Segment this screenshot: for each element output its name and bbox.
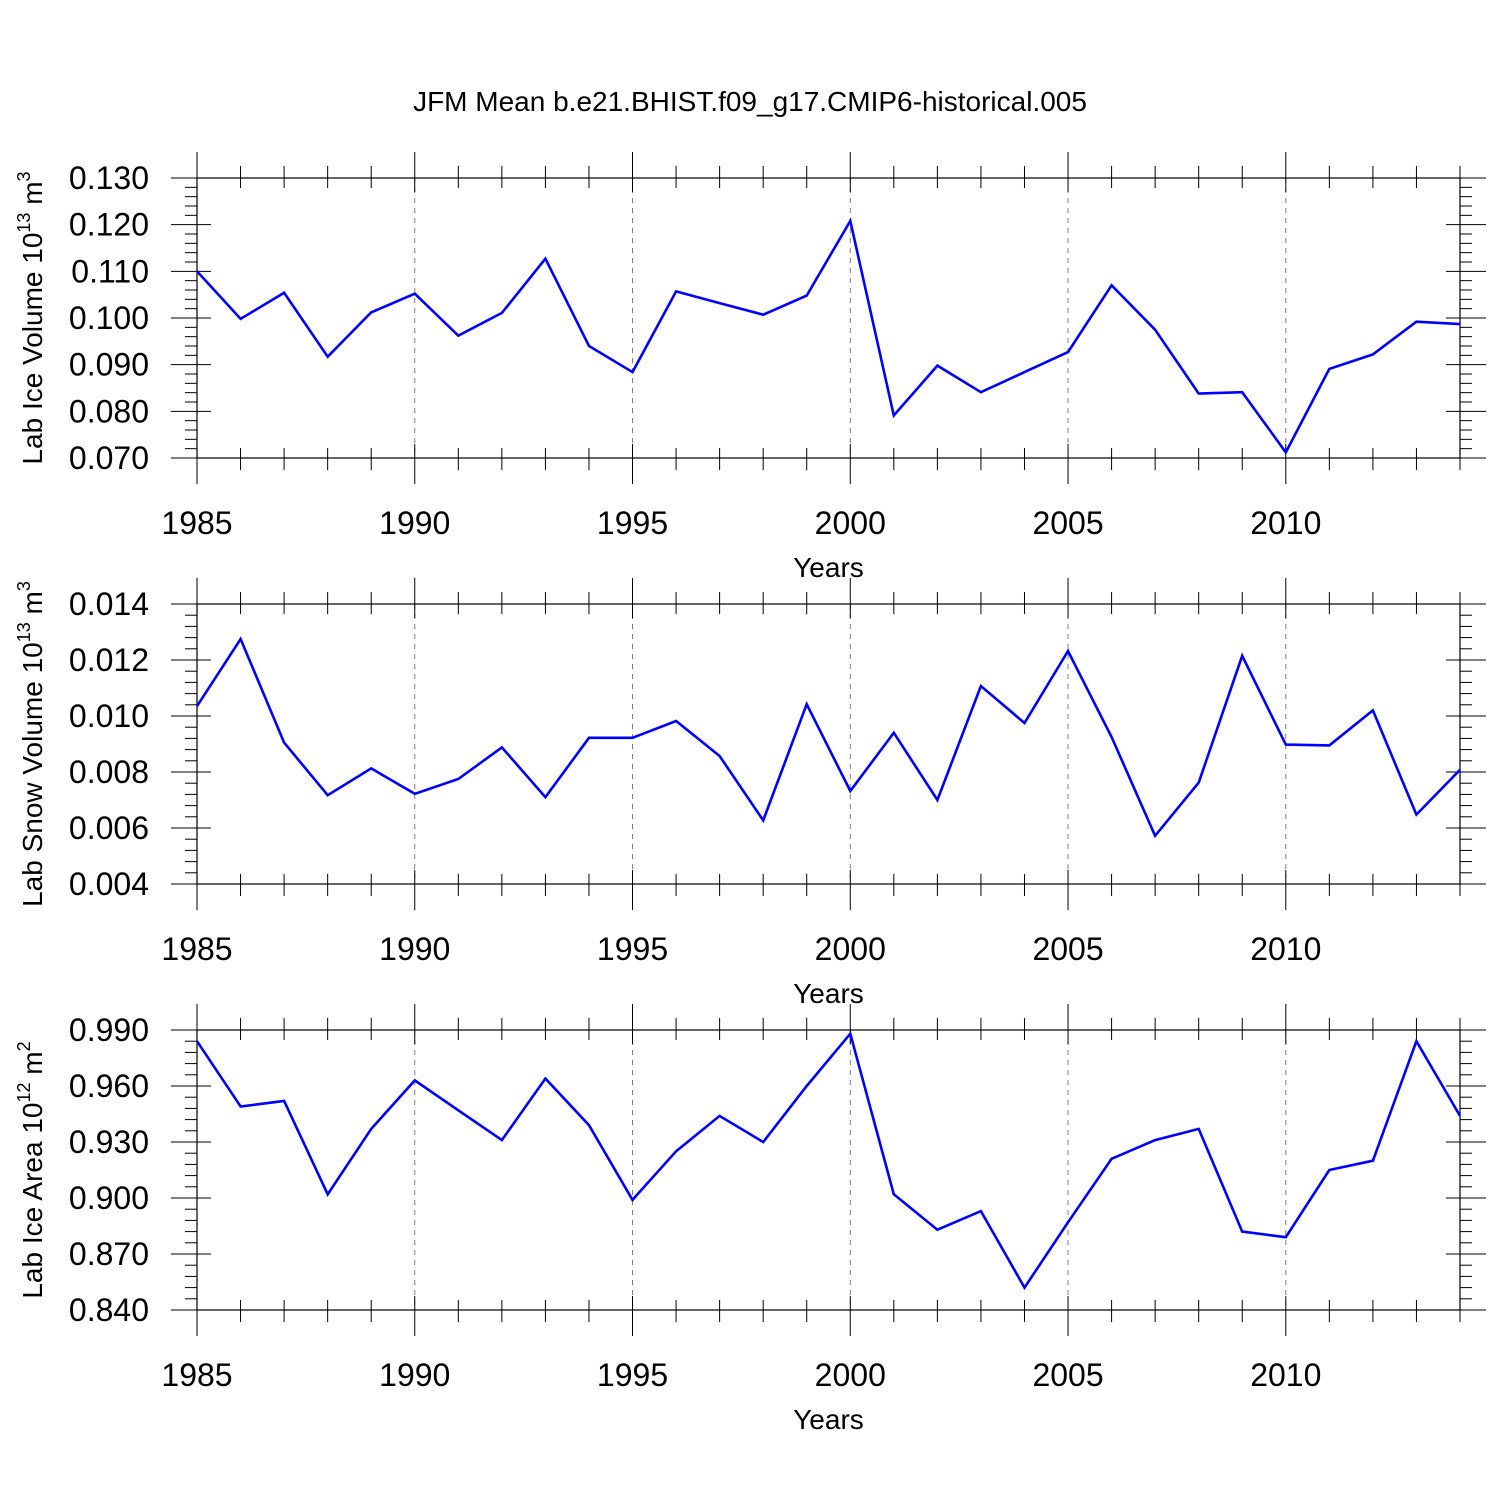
xtick-label-snow-volume: 2010 <box>1250 931 1321 967</box>
plot-frame-ice-volume <box>196 177 1461 459</box>
xtick-label-ice-area: 1995 <box>597 1357 668 1393</box>
ytick-label-ice-volume: 0.070 <box>69 440 149 476</box>
xtick-label-snow-volume: 1985 <box>161 931 232 967</box>
ytick-label-ice-volume: 0.090 <box>69 347 149 383</box>
ytick-label-ice-area: 0.990 <box>69 1012 149 1048</box>
ylabel-unit: m <box>17 591 48 622</box>
xtick-label-ice-area: 1985 <box>161 1357 232 1393</box>
xtick-label-ice-volume: 2005 <box>1032 505 1103 541</box>
ytick-label-snow-volume: 0.006 <box>69 810 149 846</box>
ytick-label-ice-area: 0.870 <box>69 1236 149 1272</box>
ylabel-unit: m <box>17 181 48 212</box>
ylabel-text: Lab Snow Volume 10 <box>17 642 48 907</box>
xtick-label-ice-volume: 1985 <box>161 505 232 541</box>
plot-frame-snow-volume <box>196 603 1461 885</box>
ylabel-exponent: 13 <box>14 622 34 642</box>
xtick-label-snow-volume: 2005 <box>1032 931 1103 967</box>
series-line-ice-volume <box>196 217 1461 455</box>
ytick-label-ice-area: 0.900 <box>69 1180 149 1216</box>
ytick-label-ice-volume: 0.110 <box>71 253 149 289</box>
ylabel-text: Lab Ice Area 10 <box>17 1103 48 1299</box>
ylabel-exponent: 13 <box>14 213 34 233</box>
ylabel-unit-exponent: 3 <box>14 581 34 591</box>
ytick-label-ice-volume: 0.130 <box>69 160 149 196</box>
panel-ice-area: 0.840 0.870 0.900 0.930 0.960 0.990 1985 1990 19… <box>14 1004 1486 1435</box>
xlabel-ice-area: Years <box>793 1404 864 1435</box>
ylabel-unit-exponent: 3 <box>14 171 34 181</box>
series-line-ice-area <box>195 1030 1462 1291</box>
ytick-label-ice-area: 0.960 <box>69 1068 149 1104</box>
ytick-label-ice-area: 0.840 <box>69 1292 149 1328</box>
xtick-label-ice-area: 2005 <box>1032 1357 1103 1393</box>
xtick-label-ice-area: 2000 <box>815 1357 886 1393</box>
panel-snow-volume: 0.004 0.006 0.008 0.010 0.012 0.014 1985 1990 19… <box>14 578 1486 1009</box>
ytick-label-snow-volume: 0.012 <box>69 642 149 678</box>
ylabel-ice-volume: Lab Ice Volume 1013 m3 <box>14 171 48 464</box>
ytick-label-ice-volume: 0.100 <box>69 300 149 336</box>
series-line-snow-volume <box>195 636 1461 839</box>
ytick-label-snow-volume: 0.010 <box>69 698 149 734</box>
xtick-label-ice-volume: 1990 <box>379 505 450 541</box>
ytick-label-snow-volume: 0.014 <box>69 586 149 622</box>
xlabel-snow-volume: Years <box>793 978 864 1009</box>
xtick-label-ice-volume: 2010 <box>1250 505 1321 541</box>
ytick-label-snow-volume: 0.004 <box>69 866 149 902</box>
xtick-label-snow-volume: 2000 <box>815 931 886 967</box>
xtick-label-ice-area: 2010 <box>1250 1357 1321 1393</box>
ylabel-text: Lab Ice Volume 10 <box>17 233 48 465</box>
xtick-label-ice-volume: 2000 <box>815 505 886 541</box>
xlabel-ice-volume: Years <box>793 552 864 583</box>
xtick-label-snow-volume: 1995 <box>597 931 668 967</box>
ytick-label-ice-volume: 0.120 <box>69 207 149 243</box>
figure-title: JFM Mean b.e21.BHIST.f09_g17.CMIP6-histo… <box>413 86 1087 117</box>
ytick-label-ice-volume: 0.080 <box>69 393 149 429</box>
plot-frame-ice-area <box>196 1029 1461 1311</box>
ylabel-ice-area: Lab Ice Area 1012 m2 <box>14 1041 48 1298</box>
xtick-label-snow-volume: 1990 <box>379 931 450 967</box>
ylabel-snow-volume: Lab Snow Volume 1013 m3 <box>14 581 48 907</box>
ylabel-exponent: 12 <box>14 1082 34 1102</box>
ytick-label-snow-volume: 0.008 <box>69 754 149 790</box>
panel-ice-volume: 0.070 0.080 0.090 0.100 0.110 0.120 0.130 1985 1… <box>14 152 1486 583</box>
ylabel-unit: m <box>17 1051 48 1082</box>
xtick-label-ice-area: 1990 <box>379 1357 450 1393</box>
xtick-label-ice-volume: 1995 <box>597 505 668 541</box>
ytick-label-ice-area: 0.930 <box>69 1124 149 1160</box>
ylabel-unit-exponent: 2 <box>14 1041 34 1051</box>
